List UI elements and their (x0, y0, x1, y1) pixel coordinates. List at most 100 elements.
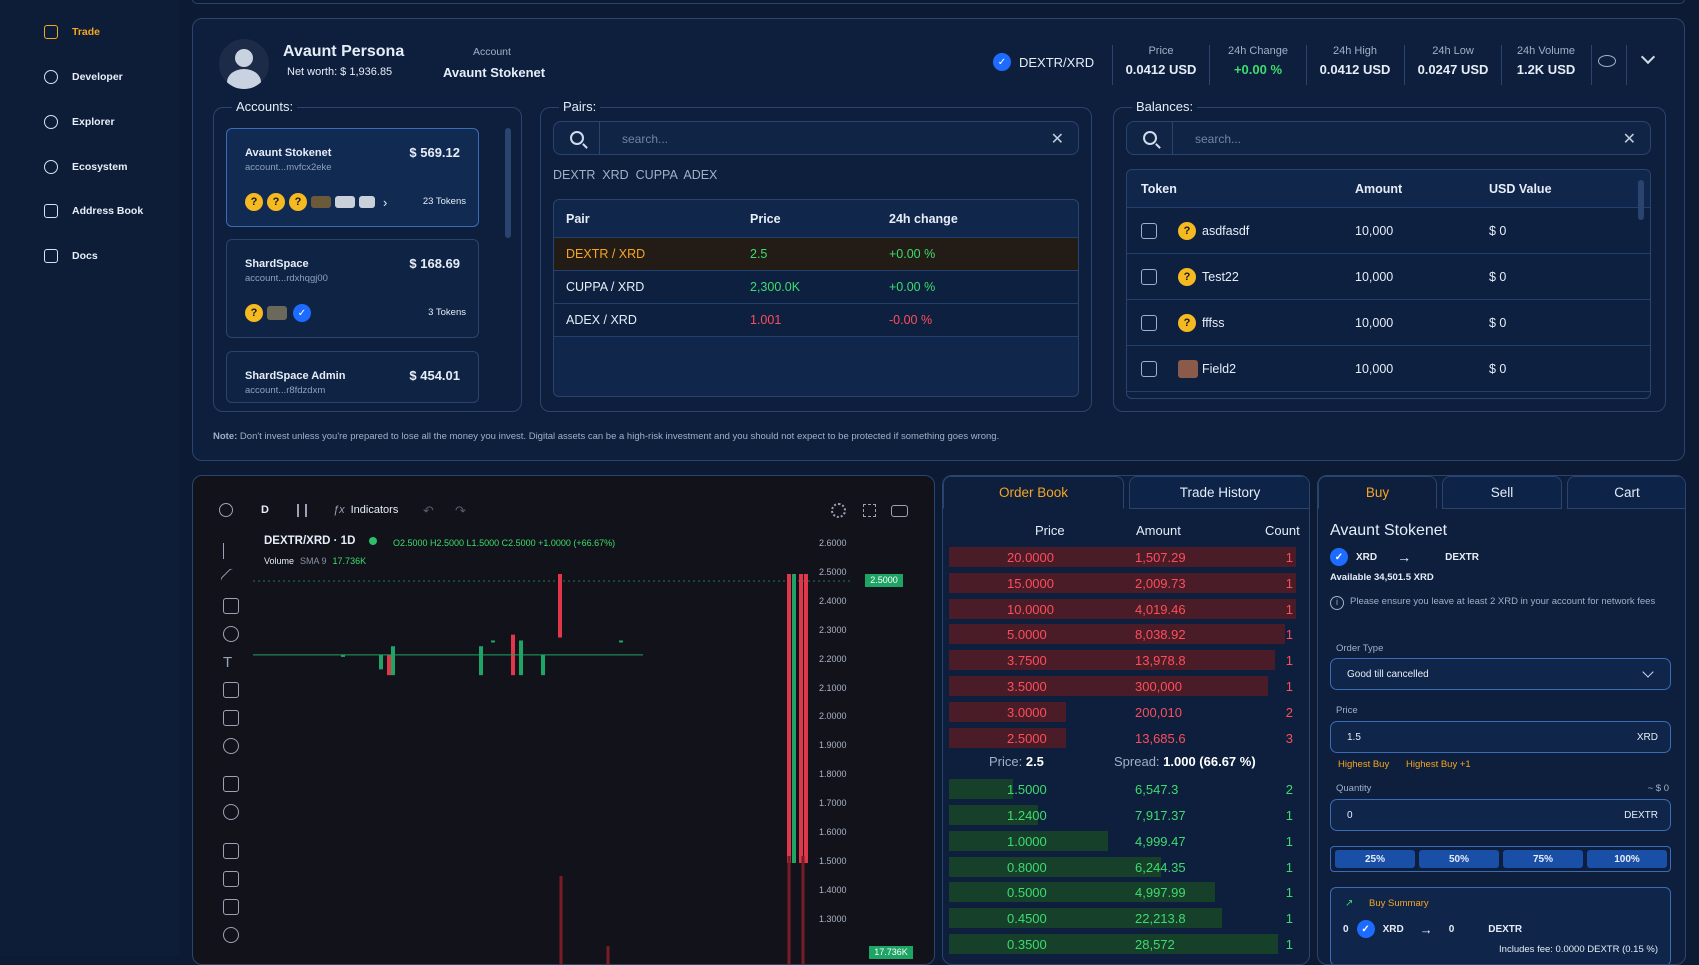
sidebar-item-explorer[interactable]: Explorer (44, 115, 115, 129)
depth-bar (949, 676, 1268, 696)
lock-icon[interactable] (223, 899, 239, 915)
avatar[interactable] (219, 39, 269, 89)
indicators-button[interactable]: ƒx Indicators (333, 504, 399, 516)
highest-buy-plus-link[interactable]: Highest Buy +1 (1406, 759, 1471, 770)
unknown-token-icon: ? (1178, 313, 1196, 332)
bid-row[interactable]: 1.2400 7,917.37 1 (949, 804, 1303, 826)
eye-icon[interactable] (223, 927, 239, 943)
camera-icon[interactable] (891, 505, 908, 517)
lock-drawing-icon[interactable] (223, 871, 239, 887)
candlestick-plot[interactable] (193, 476, 935, 965)
ask-row[interactable]: 2.5000 13,685.6 3 (949, 727, 1303, 749)
account-card[interactable]: ShardSpace $ 168.69 account...rdxhqgj00 … (226, 239, 479, 338)
table-row[interactable]: DEXTR / XRD 2.5 +0.00 % (554, 238, 1078, 271)
copy-icon[interactable] (1141, 268, 1157, 285)
sidebar-item-developer[interactable]: Developer (44, 70, 123, 84)
forecast-icon[interactable] (223, 710, 239, 726)
token-image-icon (359, 196, 375, 208)
table-row[interactable]: ADEX / XRD 1.001 -0.00 % (554, 304, 1078, 337)
pairs-search[interactable]: search... ✕ (553, 121, 1079, 155)
depth-bar (949, 830, 1109, 851)
bid-row[interactable]: 0.3500 28,572 1 (949, 933, 1303, 955)
chevron-down-icon[interactable] (1640, 49, 1656, 65)
ask-row[interactable]: 3.5000 300,000 1 (949, 675, 1303, 697)
depth-bar (949, 598, 1296, 619)
account-address[interactable]: account...mvfcx2eke (245, 162, 332, 173)
pair-badge[interactable]: ✓ DEXTR/XRD (993, 53, 1094, 71)
order-type-select[interactable]: Good till cancelled (1330, 658, 1671, 690)
highest-buy-link[interactable]: Highest Buy (1338, 759, 1390, 770)
pct-25-button[interactable]: 25% (1335, 850, 1415, 868)
account-selector[interactable]: Avaunt Stokenet (443, 65, 546, 80)
bid-row[interactable]: 1.0000 4,999.47 1 (949, 830, 1303, 852)
close-icon[interactable]: ✕ (1050, 131, 1064, 148)
tab-sell[interactable]: Sell (1442, 476, 1562, 509)
copy-icon[interactable] (1141, 222, 1157, 239)
price-input[interactable]: 1.5 XRD (1330, 721, 1671, 753)
brush-icon[interactable] (223, 626, 239, 642)
bid-row[interactable]: 0.4500 22,213.8 1 (949, 907, 1303, 929)
price-label: Price (1336, 705, 1358, 716)
table-row[interactable]: ? Test22 10,000 $ 0 (1127, 254, 1650, 300)
pair-filters[interactable]: DEXTR XRD CUPPA ADEX (553, 168, 718, 182)
account-card[interactable]: ShardSpace Admin $ 454.01 account...r8fd… (226, 351, 479, 403)
tab-cart[interactable]: Cart (1567, 476, 1685, 509)
pct-100-button[interactable]: 100% (1587, 850, 1667, 868)
ask-row[interactable]: 15.0000 2,009.73 1 (949, 572, 1303, 594)
sidebar-item-address-book[interactable]: Address Book (44, 204, 143, 218)
undo-icon[interactable]: ↶ (423, 503, 434, 518)
price-tick: 1.7000 (819, 798, 847, 809)
table-row[interactable]: CUPPA / XRD 2,300.0K +0.00 % (554, 271, 1078, 304)
search-input[interactable]: search... (622, 132, 669, 146)
account-address[interactable]: account...rdxhqgj00 (245, 273, 328, 284)
interval-button[interactable]: D (261, 504, 269, 516)
tab-order-book[interactable]: Order Book (943, 476, 1124, 509)
magnet-icon[interactable] (223, 843, 239, 859)
sidebar-item-ecosystem[interactable]: Ecosystem (44, 160, 127, 174)
pct-75-button[interactable]: 75% (1503, 850, 1583, 868)
ask-row[interactable]: 3.0000 200,010 2 (949, 701, 1303, 723)
sidebar-item-trade[interactable]: Trade (44, 25, 100, 39)
balances-search[interactable]: search... ✕ (1126, 121, 1651, 155)
scrollbar[interactable] (1638, 180, 1644, 220)
account-card[interactable]: Avaunt Stokenet $ 569.12 account...mvfcx… (226, 128, 479, 227)
sidebar-item-docs[interactable]: Docs (44, 249, 98, 263)
emoji-icon[interactable] (223, 738, 239, 754)
text-icon[interactable]: T (223, 654, 233, 671)
quantity-input[interactable]: 0 DEXTR (1330, 799, 1671, 831)
ruler-icon[interactable] (223, 776, 239, 792)
bid-row[interactable]: 1.5000 6,547.3 2 (949, 778, 1303, 800)
table-row[interactable]: ? fffss 10,000 $ 0 (1127, 300, 1650, 346)
search-button[interactable] (1127, 122, 1173, 154)
add-icon[interactable] (219, 503, 233, 517)
pct-50-button[interactable]: 50% (1419, 850, 1499, 868)
copy-icon[interactable] (1141, 360, 1157, 377)
close-icon[interactable]: ✕ (1622, 131, 1636, 148)
search-input[interactable]: search... (1195, 132, 1242, 146)
table-row[interactable]: ? asdfasdf 10,000 $ 0 (1127, 208, 1650, 254)
hide-icon[interactable] (1598, 55, 1616, 67)
candles-icon[interactable] (297, 504, 307, 517)
redo-icon[interactable]: ↷ (455, 503, 466, 518)
ask-row[interactable]: 10.0000 4,019.46 1 (949, 598, 1303, 620)
ask-row[interactable]: 5.0000 8,038.92 1 (949, 623, 1303, 645)
zoom-in-icon[interactable] (223, 804, 239, 820)
crosshair-icon[interactable] (223, 543, 239, 559)
tab-trade-history[interactable]: Trade History (1129, 476, 1309, 509)
gear-icon[interactable] (831, 503, 846, 518)
unknown-token-icon: ? (1178, 221, 1196, 240)
pattern-icon[interactable] (223, 682, 239, 698)
bid-row[interactable]: 0.8000 6,244.35 1 (949, 856, 1303, 878)
copy-icon[interactable] (1141, 314, 1157, 331)
tab-buy[interactable]: Buy (1318, 476, 1437, 509)
price-tick: 2.4000 (819, 595, 847, 606)
ask-row[interactable]: 3.7500 13,978.8 1 (949, 649, 1303, 671)
fib-icon[interactable] (223, 598, 239, 614)
account-address[interactable]: account...r8fdzdxm (245, 385, 326, 396)
bid-row[interactable]: 0.5000 4,997.99 1 (949, 881, 1303, 903)
search-button[interactable] (554, 122, 600, 154)
fullscreen-icon[interactable] (863, 504, 876, 517)
ask-row[interactable]: 20.0000 1,507.29 1 (949, 546, 1303, 568)
table-row[interactable]: Field2 10,000 $ 0 (1127, 346, 1650, 392)
scrollbar[interactable] (505, 128, 511, 238)
